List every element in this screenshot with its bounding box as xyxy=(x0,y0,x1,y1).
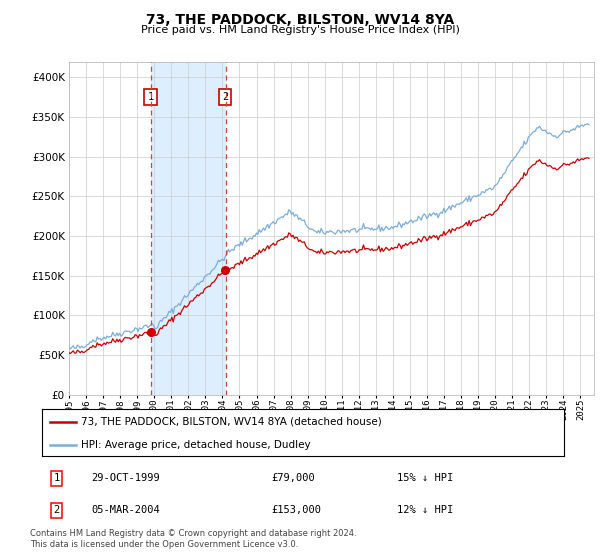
Text: 29-OCT-1999: 29-OCT-1999 xyxy=(92,473,160,483)
Text: Contains HM Land Registry data © Crown copyright and database right 2024.
This d: Contains HM Land Registry data © Crown c… xyxy=(30,529,356,549)
Text: 05-MAR-2004: 05-MAR-2004 xyxy=(92,505,160,515)
Text: Price paid vs. HM Land Registry's House Price Index (HPI): Price paid vs. HM Land Registry's House … xyxy=(140,25,460,35)
Bar xyxy=(151,62,226,395)
Text: 1: 1 xyxy=(53,473,60,483)
Text: 12% ↓ HPI: 12% ↓ HPI xyxy=(397,505,453,515)
Text: 1: 1 xyxy=(148,92,154,102)
Text: 15% ↓ HPI: 15% ↓ HPI xyxy=(397,473,453,483)
Text: HPI: Average price, detached house, Dudley: HPI: Average price, detached house, Dudl… xyxy=(81,440,311,450)
Text: £79,000: £79,000 xyxy=(272,473,316,483)
Text: £153,000: £153,000 xyxy=(272,505,322,515)
Text: 73, THE PADDOCK, BILSTON, WV14 8YA (detached house): 73, THE PADDOCK, BILSTON, WV14 8YA (deta… xyxy=(81,417,382,427)
Text: 73, THE PADDOCK, BILSTON, WV14 8YA: 73, THE PADDOCK, BILSTON, WV14 8YA xyxy=(146,13,454,27)
Text: 2: 2 xyxy=(53,505,60,515)
Text: 2: 2 xyxy=(222,92,228,102)
